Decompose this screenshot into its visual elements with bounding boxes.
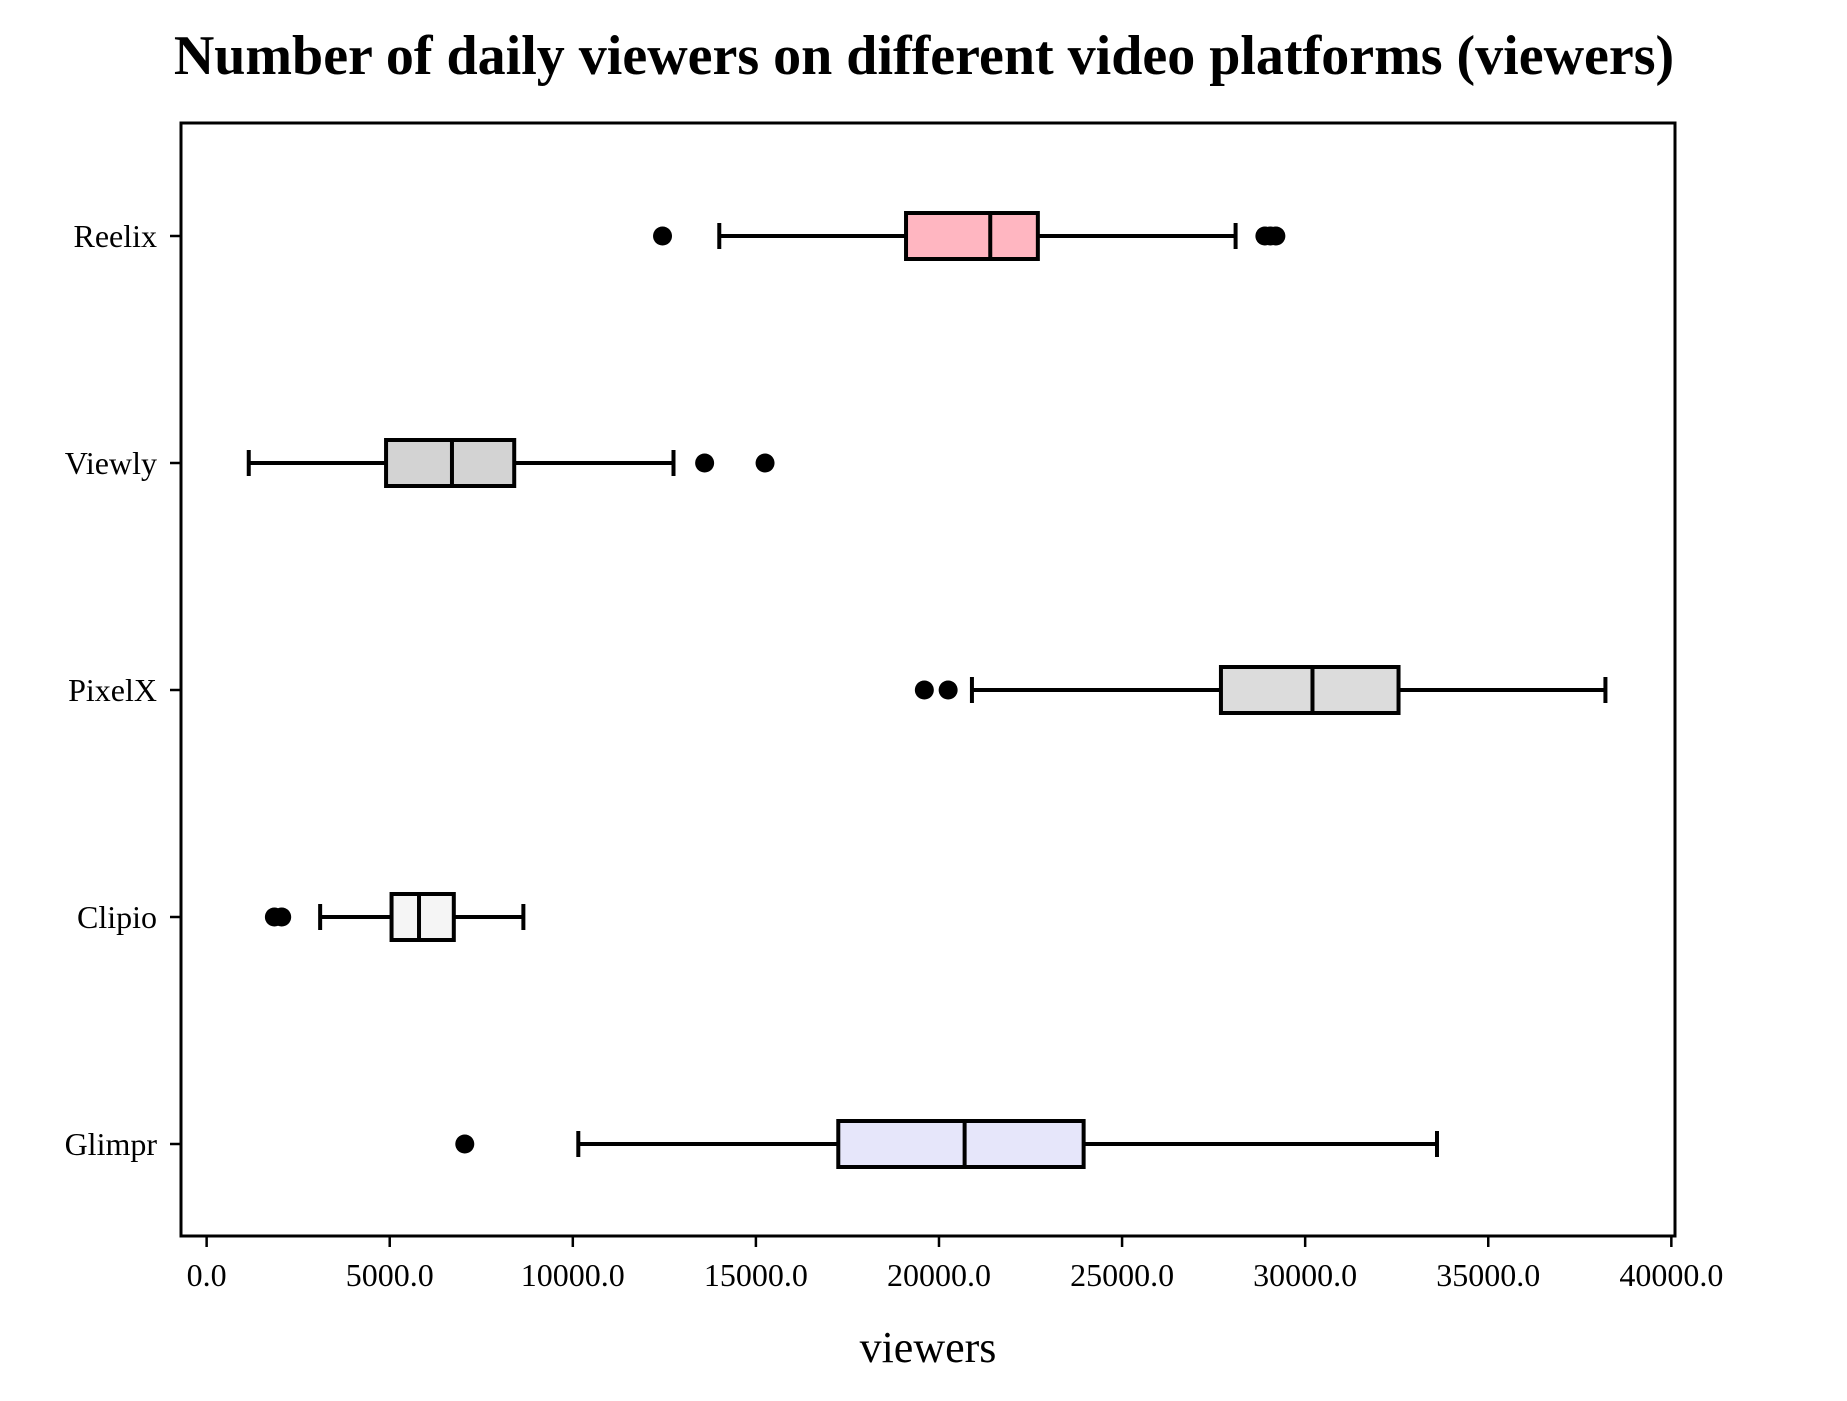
box-group-reelix [653, 211, 1286, 261]
box-group-clipio [264, 892, 526, 942]
outlier-point [272, 907, 292, 927]
y-tick-label-viewly: Viewly [65, 445, 157, 481]
x-tick-label: 25000.0 [1070, 1257, 1174, 1293]
outlier-point [455, 1134, 475, 1154]
outlier-point [938, 680, 958, 700]
plot-area [246, 211, 1608, 1169]
box-glimpr [836, 1119, 1086, 1169]
box-pixelx [1218, 665, 1401, 715]
outlier-point [1266, 226, 1286, 246]
box-group-pixelx [914, 665, 1608, 715]
x-tick-label: 5000.0 [346, 1257, 434, 1293]
y-tick-label-pixelx: PixelX [68, 672, 157, 708]
box-group-glimpr [455, 1119, 1439, 1169]
x-tick-label: 10000.0 [521, 1257, 625, 1293]
box-clipio [389, 892, 456, 942]
y-tick-label-clipio: Clipio [77, 899, 157, 935]
y-axis: Reelix Viewly PixelX Clipio Glimpr [65, 218, 181, 1162]
outlier-point [653, 226, 673, 246]
x-axis: 0.0 5000.0 10000.0 15000.0 20000.0 25000.0 300… [187, 1236, 1723, 1293]
x-tick-label: 35000.0 [1436, 1257, 1540, 1293]
x-axis-label: viewers [860, 1323, 997, 1372]
y-tick-label-reelix: Reelix [73, 218, 157, 254]
x-tick-label: 0.0 [187, 1257, 227, 1293]
outlier-point [695, 453, 715, 473]
box-reelix [904, 211, 1040, 261]
chart-title: Number of daily viewers on different vid… [174, 25, 1674, 87]
x-tick-label: 15000.0 [704, 1257, 808, 1293]
y-tick-label-glimpr: Glimpr [65, 1126, 158, 1162]
box-group-viewly [246, 438, 775, 488]
x-tick-label: 30000.0 [1253, 1257, 1357, 1293]
plot-frame [179, 121, 1677, 1238]
outlier-point [755, 453, 775, 473]
x-tick-label: 20000.0 [887, 1257, 991, 1293]
x-tick-label: 40000.0 [1619, 1257, 1723, 1293]
outlier-point [914, 680, 934, 700]
